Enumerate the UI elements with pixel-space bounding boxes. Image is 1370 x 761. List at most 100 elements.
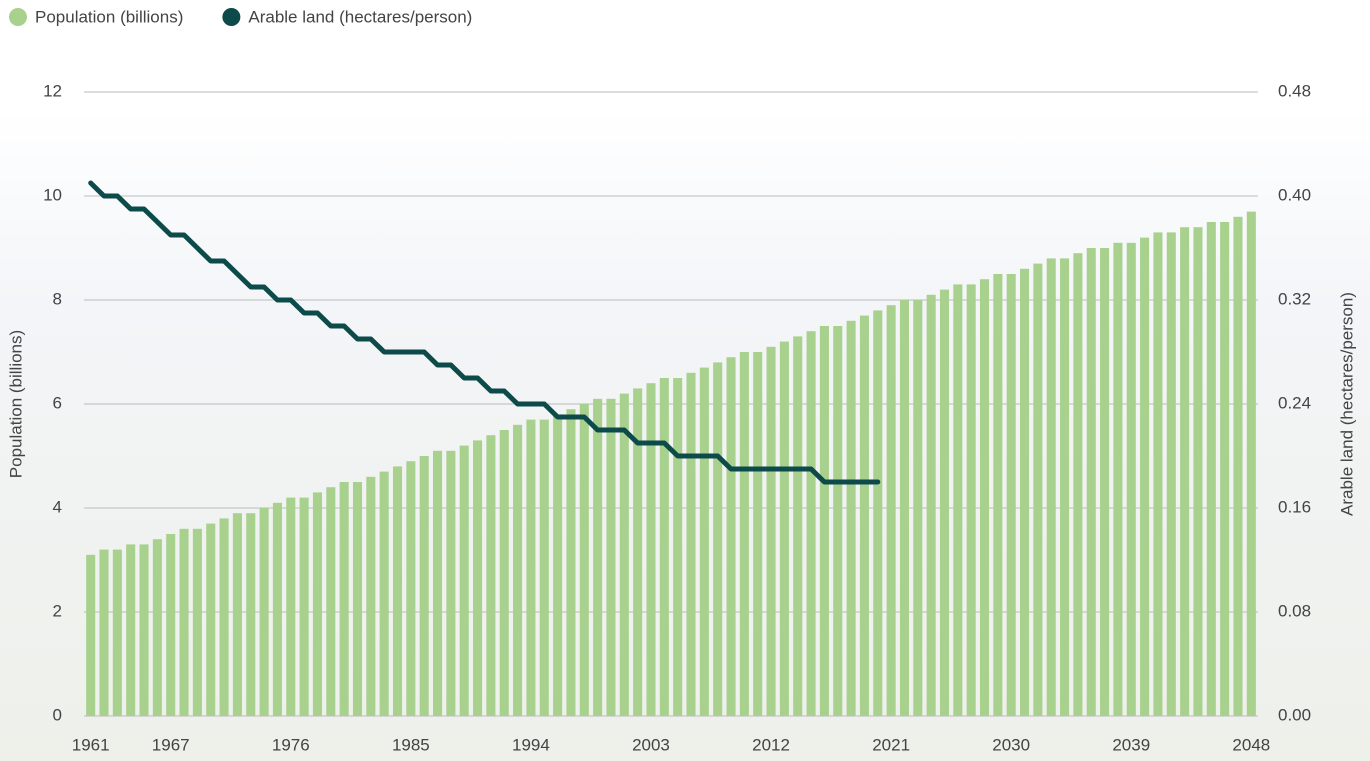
bar xyxy=(767,347,776,716)
bar xyxy=(1127,243,1136,716)
bar xyxy=(460,446,469,716)
bar xyxy=(820,326,829,716)
bar xyxy=(860,316,869,716)
bar xyxy=(980,279,989,716)
bar xyxy=(753,352,762,716)
bar xyxy=(940,290,949,716)
bar xyxy=(300,498,309,716)
bar xyxy=(393,466,402,716)
bar xyxy=(673,378,682,716)
bar xyxy=(1153,232,1162,716)
bar xyxy=(500,430,509,716)
bar xyxy=(740,352,749,716)
bar xyxy=(807,331,816,716)
bar xyxy=(1100,248,1109,716)
bar xyxy=(1113,243,1122,716)
x-tick-label: 1994 xyxy=(512,735,550,754)
legend-marker xyxy=(9,8,27,26)
bar xyxy=(913,300,922,716)
bar xyxy=(593,399,602,716)
y-tick-label: 6 xyxy=(53,393,62,412)
bar xyxy=(1140,238,1149,716)
y2-tick-label: 0.08 xyxy=(1278,601,1311,620)
bar xyxy=(433,451,442,716)
bar xyxy=(126,544,135,716)
bar xyxy=(486,435,495,716)
y2-tick-label: 0.48 xyxy=(1278,81,1311,100)
bar xyxy=(1087,248,1096,716)
bar xyxy=(86,555,95,716)
bar xyxy=(1047,258,1056,716)
x-tick-label: 2030 xyxy=(992,735,1030,754)
bar xyxy=(526,420,535,716)
bar xyxy=(1193,227,1202,716)
y2-axis-title: Arable land (hectares/person) xyxy=(1337,292,1356,516)
bar xyxy=(513,425,522,716)
x-tick-label: 1967 xyxy=(152,735,190,754)
bar xyxy=(1073,253,1082,716)
bar xyxy=(153,539,162,716)
bar xyxy=(1033,264,1042,716)
bar xyxy=(686,373,695,716)
bar xyxy=(900,300,909,716)
bar xyxy=(1207,222,1216,716)
y-tick-label: 4 xyxy=(53,497,62,516)
y2-tick-label: 0.24 xyxy=(1278,393,1311,412)
bar xyxy=(713,362,722,716)
legend-label: Population (billions) xyxy=(35,7,183,26)
bar xyxy=(1220,222,1229,716)
bar xyxy=(366,477,375,716)
bar xyxy=(420,456,429,716)
bar xyxy=(606,399,615,716)
y2-tick-label: 0.40 xyxy=(1278,185,1311,204)
bar xyxy=(1180,227,1189,716)
bar xyxy=(1167,232,1176,716)
bar xyxy=(246,513,255,716)
chart: Population (billions) Arable land (hecta… xyxy=(0,0,1370,761)
bar xyxy=(953,284,962,716)
x-tick-label: 2039 xyxy=(1112,735,1150,754)
x-tick-label: 2003 xyxy=(632,735,670,754)
bar xyxy=(847,321,856,716)
bar xyxy=(873,310,882,716)
bar xyxy=(1007,274,1016,716)
legend-label: Arable land (hectares/person) xyxy=(248,7,472,26)
x-tick-label: 2012 xyxy=(752,735,790,754)
y2-tick-label: 0.16 xyxy=(1278,497,1311,516)
bar xyxy=(553,414,562,716)
bar xyxy=(540,420,549,716)
bar xyxy=(113,550,122,716)
bar xyxy=(1020,269,1029,716)
bar xyxy=(580,404,589,716)
bar xyxy=(193,529,202,716)
y-axis-title: Population (billions) xyxy=(6,330,25,478)
bar xyxy=(273,503,282,716)
bar xyxy=(726,357,735,716)
bar xyxy=(139,544,148,716)
bar xyxy=(1060,258,1069,716)
bar xyxy=(220,518,229,716)
bar xyxy=(967,284,976,716)
x-tick-label: 1976 xyxy=(272,735,310,754)
bar xyxy=(700,368,709,716)
bar xyxy=(313,492,322,716)
bar xyxy=(833,326,842,716)
bar xyxy=(566,409,575,716)
legend-marker xyxy=(222,8,240,26)
bar xyxy=(446,451,455,716)
bar xyxy=(780,342,789,716)
bar xyxy=(233,513,242,716)
bar xyxy=(927,295,936,716)
y2-tick-label: 0.32 xyxy=(1278,289,1311,308)
bar xyxy=(340,482,349,716)
bar xyxy=(620,394,629,716)
y-tick-label: 12 xyxy=(43,81,62,100)
x-tick-label: 1985 xyxy=(392,735,430,754)
bar xyxy=(286,498,295,716)
bar xyxy=(1247,212,1256,716)
x-tick-label: 1961 xyxy=(72,735,110,754)
y2-tick-label: 0.00 xyxy=(1278,705,1311,724)
bar xyxy=(260,508,269,716)
y-tick-label: 8 xyxy=(53,289,62,308)
bar xyxy=(793,336,802,716)
